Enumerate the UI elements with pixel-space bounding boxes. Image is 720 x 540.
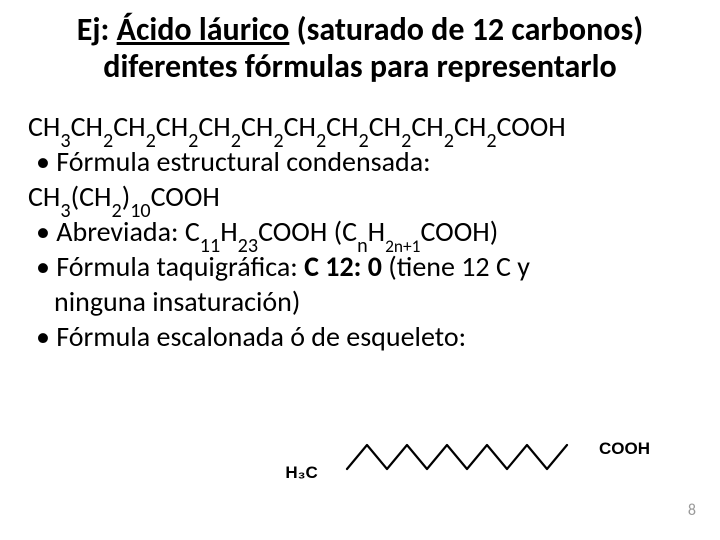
bullet-skeleton-label: Fórmula escalonada ó de esqueleto: [28,320,692,353]
shorthand-value: C 12: 0 [304,249,382,284]
skeleton-formula: H₃C COOH [285,435,650,486]
title-rest1: (saturado de 12 carbonos) [289,10,643,49]
slide-title: Ej: Ácido láurico (saturado de 12 carbon… [28,12,692,86]
condensed-formula: CH3(CH2)10COOH [28,180,692,213]
page-number: 8 [688,501,696,520]
skeleton-left-label: H₃C [285,463,317,483]
shorthand-prefix: Fórmula taquigráfica: [56,249,304,284]
bullet-abbrev: Abreviada: C11H23COOH (CnH2n+1COOH) [28,215,692,248]
title-prefix: Ej: [77,10,117,49]
title-compound-name: Ácido láurico [117,10,290,49]
linear-formula: CH3CH2CH2CH2CH2CH2CH2CH2CH2CH2CH2COOH [28,110,692,143]
skeleton-zigzag-icon [319,435,599,486]
abbrev-formula: C11H23COOH [185,214,327,249]
abbrev-gap [327,214,333,249]
generic-formula: (CnH2n+1COOH) [334,214,499,249]
skeleton-right-label: COOH [599,439,650,459]
shorthand-rest-b: ninguna insaturación) [28,285,692,318]
title-line2: diferentes fórmulas para representarlo [28,49,692,86]
slide-body: CH3CH2CH2CH2CH2CH2CH2CH2CH2CH2CH2COOH Fó… [28,110,692,353]
